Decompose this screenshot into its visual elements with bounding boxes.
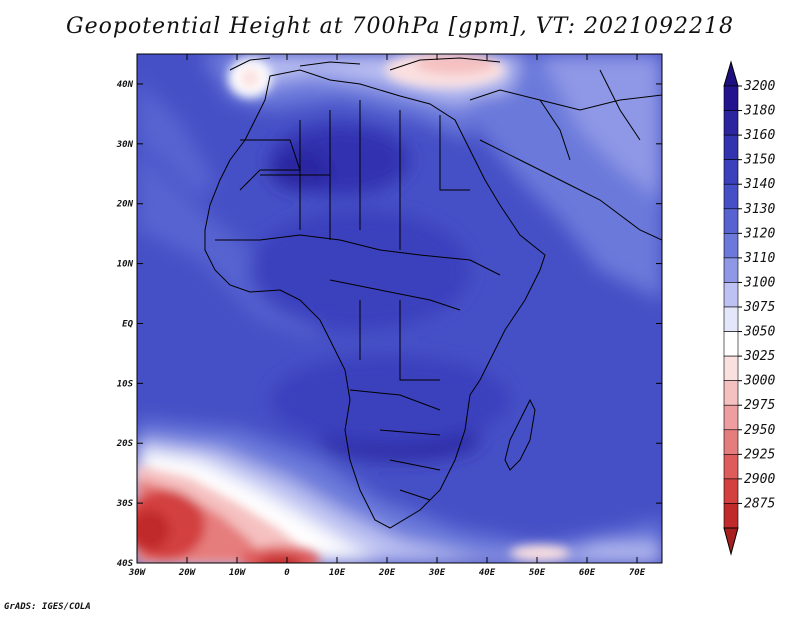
- lat-tick-label: 10S: [117, 379, 134, 389]
- lat-tick-label: 30N: [116, 140, 134, 150]
- colorbar-label: 2900: [744, 472, 775, 487]
- colorbar-label: 3025: [743, 349, 775, 364]
- lat-tick-label: 40N: [117, 80, 134, 90]
- lon-tick-label: 70E: [629, 568, 646, 578]
- latitude-axis: 40N 30N 20N 10N EQ 10S 20S 30S 40S: [116, 80, 662, 569]
- colorbar-label: 2875: [744, 496, 775, 511]
- colorbar-label: 3140: [743, 177, 775, 192]
- lat-tick-label: 30S: [116, 499, 134, 509]
- colorbar-label: 3110: [743, 251, 775, 266]
- colorbar-swatch: [723, 134, 739, 160]
- colorbar-label: 3160: [743, 128, 775, 143]
- lon-tick-label: 50E: [529, 568, 546, 578]
- lon-tick-label: 10W: [229, 568, 247, 578]
- colorbar-swatch: [723, 159, 739, 185]
- colorbar-bottom-arrow: [723, 527, 739, 556]
- colorbar-label: 3075: [743, 300, 775, 315]
- lon-tick-label: 30E: [428, 568, 446, 578]
- map-title: Geopotential Height at 700hPa [gpm], VT:…: [66, 14, 734, 39]
- longitude-axis: 30W 20W 10W 0 10E 20E 30E 40E 50E 60E 70E: [128, 54, 646, 578]
- credit-label: GrADS: IGES/COLA: [4, 602, 91, 612]
- colorbar-label: 3130: [743, 202, 775, 217]
- colorbar-label: 3150: [743, 153, 775, 168]
- lon-tick-label: 40E: [479, 568, 496, 578]
- colorbar-swatch: [723, 454, 739, 480]
- lat-tick-label: 40S: [117, 559, 134, 569]
- colorbar-swatch: [723, 429, 739, 455]
- map-frame: [136, 53, 663, 564]
- lon-tick-label: 20W: [178, 568, 197, 578]
- colorbar-swatch: [723, 183, 739, 210]
- colorbar-swatch: [723, 404, 739, 431]
- colorbar: 3200 3180 3160 3150 3140 3130 3120 3110 3100 3075…: [723, 60, 775, 556]
- colorbar-swatch: [723, 355, 739, 381]
- colorbar-label: 3180: [743, 104, 775, 119]
- colorbar-label: 3200: [743, 79, 775, 94]
- colorbar-swatch: [723, 233, 739, 259]
- lon-tick-label: 0: [284, 568, 290, 578]
- colorbar-top-arrow: [723, 60, 739, 87]
- lat-tick-label: 20S: [116, 439, 134, 449]
- lon-tick-label: 30W: [128, 568, 147, 578]
- colorbar-swatch: [723, 110, 739, 136]
- lat-tick-label: 10N: [117, 260, 134, 270]
- colorbar-swatch: [723, 306, 739, 332]
- colorbar-swatch: [723, 208, 739, 234]
- colorbar-swatch: [723, 478, 739, 504]
- lon-tick-label: 10E: [329, 568, 346, 578]
- colorbar-swatch: [723, 85, 739, 111]
- colorbar-label: 3100: [743, 275, 775, 290]
- coastlines-borders: [204, 57, 662, 529]
- colorbar-label: 2925: [744, 447, 775, 462]
- colorbar-swatch: [723, 257, 739, 283]
- colorbar-swatch: [723, 503, 739, 529]
- colorbar-swatch: [723, 282, 739, 308]
- colorbar-label: 2975: [744, 398, 775, 413]
- colorbar-label: 3050: [743, 325, 775, 340]
- height-field: [137, 54, 662, 563]
- colorbar-swatch: [723, 331, 739, 357]
- lon-tick-label: 60E: [579, 568, 596, 578]
- colorbar-label: 2950: [744, 423, 775, 438]
- colorbar-label: 3120: [743, 226, 775, 241]
- lat-tick-label: 20N: [116, 200, 134, 210]
- colorbar-swatch: [723, 380, 739, 406]
- lat-tick-label: EQ: [122, 319, 133, 329]
- colorbar-label: 3000: [743, 374, 775, 389]
- lon-tick-label: 20E: [378, 568, 396, 578]
